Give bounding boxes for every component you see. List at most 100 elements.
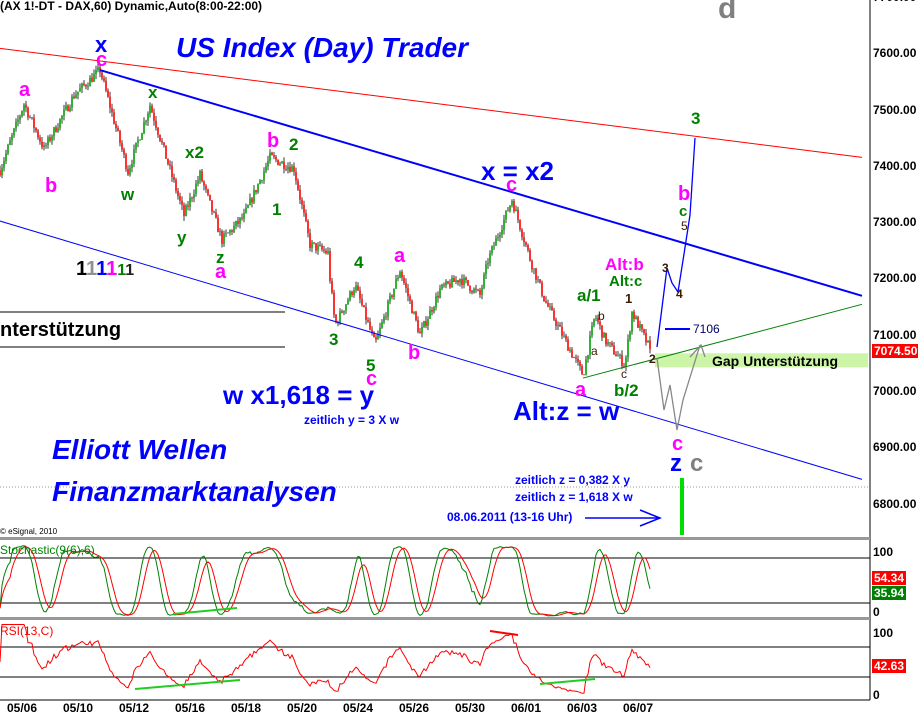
candle-body [405, 282, 407, 289]
candle-body [585, 359, 587, 375]
candle-body [557, 324, 559, 326]
candle-body [411, 300, 413, 314]
candle-body [451, 277, 453, 288]
candle-body [293, 166, 295, 172]
rsi-line [0, 624, 651, 694]
panel-separator [0, 617, 870, 620]
candle-body [155, 120, 157, 128]
candle-body [345, 304, 347, 311]
candle-body [335, 314, 337, 323]
candle-body [643, 329, 645, 333]
price-tick: 7400.00 [873, 158, 917, 173]
wave-c-low: c [672, 433, 684, 455]
candle-body [511, 200, 513, 206]
candle-body [621, 354, 623, 367]
candle-body [165, 145, 167, 159]
candle-body [627, 339, 629, 358]
candle-body [347, 300, 349, 305]
zeitlich-y: zeitlich y = 3 X w [304, 413, 400, 427]
candle-body [281, 161, 283, 164]
candle-body [111, 108, 113, 113]
candle-body [635, 316, 637, 319]
candle-body [177, 190, 179, 196]
candle-body [211, 200, 213, 212]
candle-body [259, 180, 261, 185]
wave-degree-ones: 111111 [76, 259, 134, 279]
candle-body [129, 168, 131, 175]
candle-body [309, 232, 311, 249]
sub-b: b [598, 309, 605, 323]
wave-a1: a/1 [577, 286, 601, 305]
candle-body [501, 229, 503, 235]
candle-body [193, 194, 195, 199]
candle-body [229, 230, 231, 233]
candle-body [587, 355, 589, 360]
candle-body [153, 112, 155, 121]
candle-body [495, 238, 497, 246]
candle-body [187, 205, 189, 207]
candle-body [461, 279, 463, 285]
candle-body [597, 317, 599, 322]
candle-body [633, 311, 635, 319]
candle-body [109, 96, 111, 109]
rsi-label: RSI(13,C) [0, 624, 54, 638]
candle-body [641, 324, 643, 330]
candle-body [183, 204, 185, 216]
candle-body [327, 251, 329, 254]
sub-1: 1 [625, 291, 633, 306]
candle-body [127, 168, 129, 175]
candle-body [601, 325, 603, 338]
candle-body [9, 140, 11, 145]
candle-body [499, 234, 501, 238]
candle-body [207, 189, 209, 195]
candle-body [357, 285, 359, 291]
candle-body [485, 264, 487, 275]
candle-body [221, 231, 223, 244]
gap-support-label: Gap Unterstützung [712, 353, 838, 369]
stochastic-d-line [0, 546, 651, 617]
wave-b2: b/2 [614, 381, 639, 400]
candle-body [17, 119, 19, 122]
candle-body [367, 319, 369, 322]
candle-body [131, 163, 133, 169]
candle-body [645, 332, 647, 343]
candle-body [291, 166, 293, 172]
candle-body [49, 137, 51, 141]
candle-body [191, 197, 193, 199]
trendline [582, 303, 863, 379]
candle-body [329, 251, 331, 281]
candle-body [271, 152, 273, 156]
candle-body [257, 184, 259, 193]
candle-body [277, 159, 279, 165]
candle-body [13, 128, 15, 136]
x-equals-x2: x = x2 [481, 156, 555, 186]
candle-body [373, 332, 375, 338]
rsi-0: 0 [873, 688, 880, 702]
candle-body [547, 302, 549, 307]
candle-body [565, 335, 567, 340]
date-arrow-head [639, 509, 663, 527]
alt-c: Alt:c [609, 273, 643, 290]
price-tick: 7600.00 [873, 46, 917, 61]
candle-body [415, 311, 417, 321]
candle-body [273, 155, 275, 157]
candle-body [189, 197, 191, 207]
candle-body [89, 77, 91, 87]
proj-3-green: 3 [691, 109, 701, 128]
candle-body [91, 77, 93, 82]
candle-body [199, 171, 201, 181]
projection-arrowhead [689, 343, 706, 358]
sub-c: c [621, 367, 627, 381]
candle-body [561, 326, 563, 336]
candle-body [399, 271, 401, 278]
candle-body [339, 311, 341, 324]
candle-body [99, 67, 101, 73]
candle-body [201, 171, 203, 182]
candle-body [517, 209, 519, 220]
candle-body [363, 305, 365, 307]
candle-body [87, 86, 89, 88]
candle-body [299, 189, 301, 200]
candle-body [553, 310, 555, 320]
candle-body [255, 189, 257, 193]
stoch-divergence-line [172, 607, 238, 615]
